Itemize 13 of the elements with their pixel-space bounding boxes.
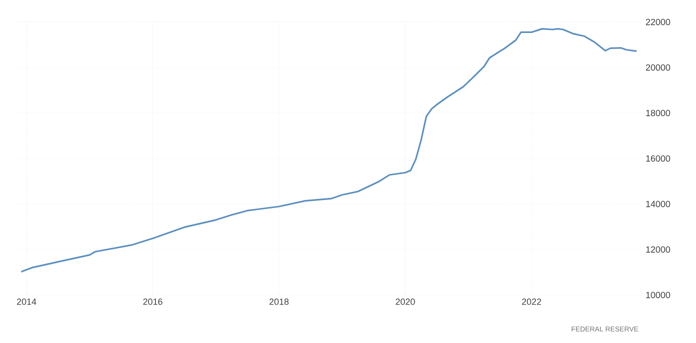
y-tick-label: 16000 xyxy=(646,155,670,162)
y-tick-label: 14000 xyxy=(646,200,670,208)
x-tick-label: 2018 xyxy=(270,298,289,305)
x-tick-label: 2022 xyxy=(522,298,542,305)
x-tick-label: 2016 xyxy=(143,298,162,305)
y-tick-label: 12000 xyxy=(646,246,670,253)
line-series xyxy=(20,28,638,273)
y-tick-label: 18000 xyxy=(646,110,670,116)
y-tick-label: 22000 xyxy=(646,18,670,26)
x-tick-label: 2020 xyxy=(396,298,415,305)
x-tick-label: 2014 xyxy=(17,298,36,305)
y-tick-label: 10000 xyxy=(646,292,670,298)
y-tick-label: 20000 xyxy=(646,64,670,71)
